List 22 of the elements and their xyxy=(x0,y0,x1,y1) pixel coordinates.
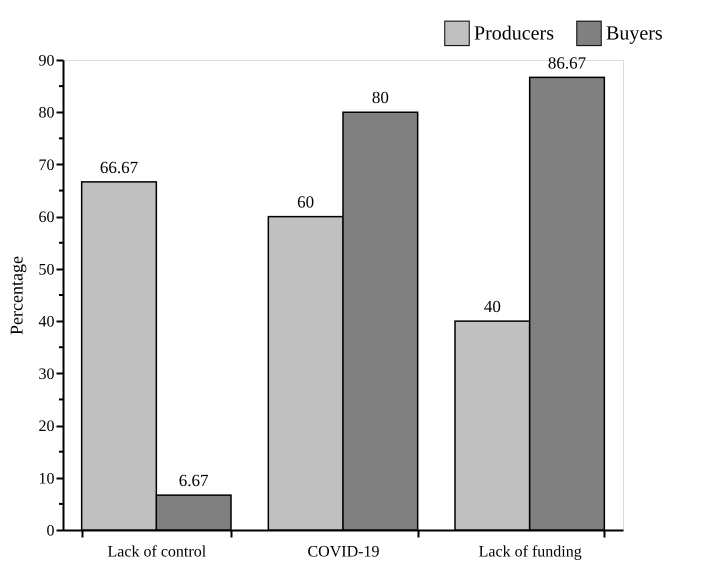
y-tick-label: 20 xyxy=(38,418,54,436)
y-tick-label: 30 xyxy=(38,366,54,383)
y-tick-label: 60 xyxy=(38,209,54,226)
data-label: 66.67 xyxy=(100,158,139,177)
data-label: 86.67 xyxy=(548,53,587,72)
legend-label: Producers xyxy=(474,22,554,44)
data-label: 40 xyxy=(484,297,501,316)
y-tick-label: 10 xyxy=(38,470,54,488)
legend-label: Buyers xyxy=(606,22,663,44)
x-tick-label: Lack of control xyxy=(108,544,207,560)
y-tick-label: 80 xyxy=(38,104,54,122)
data-label: 80 xyxy=(372,88,389,108)
y-axis-title: Percentage xyxy=(6,256,26,335)
y-tick-label: 40 xyxy=(38,314,54,331)
x-tick-label: Lack of funding xyxy=(478,544,582,560)
y-tick-label: 50 xyxy=(38,261,54,278)
y-tick-label: 90 xyxy=(38,52,54,70)
data-label: 6.67 xyxy=(178,471,210,490)
y-tick-label: 0 xyxy=(46,522,54,540)
x-tick-label: COVID-19 xyxy=(308,544,380,560)
y-tick-label: 70 xyxy=(38,156,54,174)
data-label: 60 xyxy=(297,192,314,212)
